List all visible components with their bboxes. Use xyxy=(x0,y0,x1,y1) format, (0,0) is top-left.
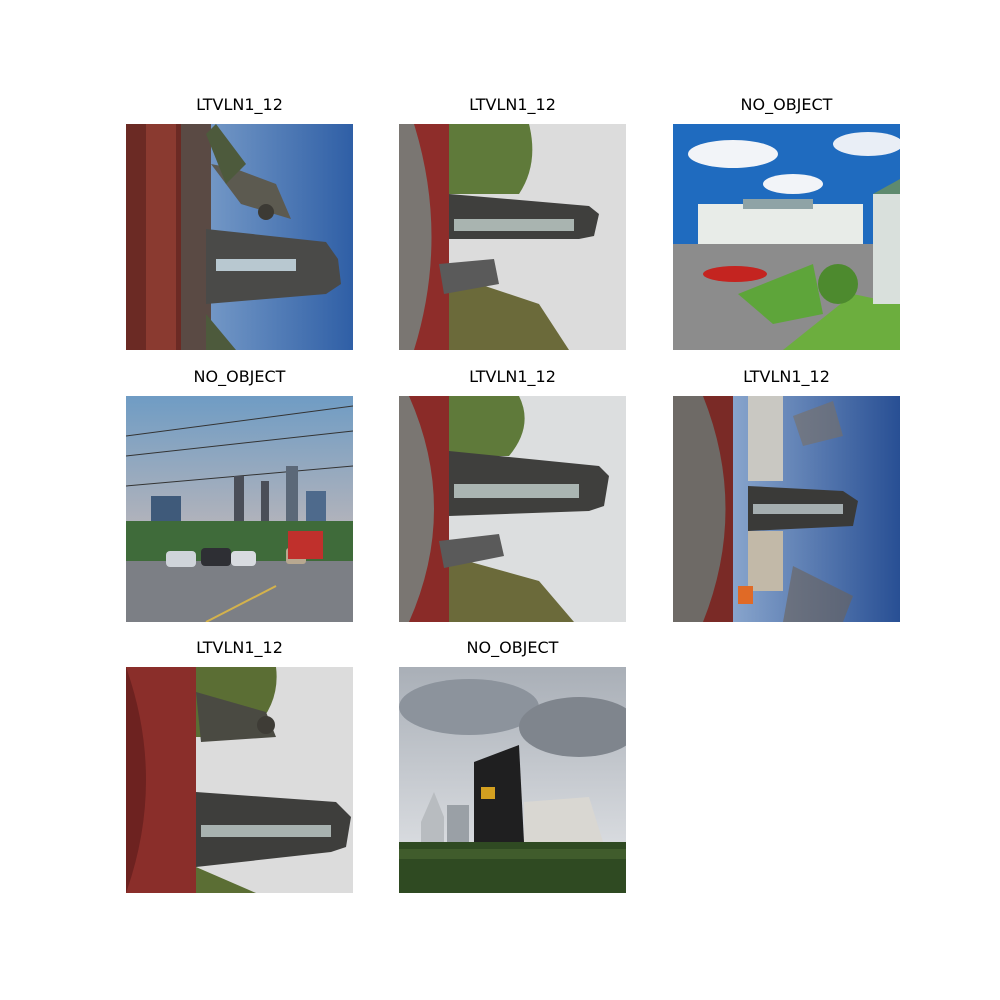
modern-building-photo xyxy=(399,667,626,893)
image-title: LTVLN1_12 xyxy=(469,367,556,386)
image-title: LTVLN1_12 xyxy=(743,367,830,386)
monument-photo xyxy=(673,396,900,622)
photo-thumbnail xyxy=(126,124,353,350)
grid-cell: NO_OBJECT xyxy=(673,92,900,352)
palace-garden-photo xyxy=(673,124,900,350)
grid-cell: NO_OBJECT xyxy=(126,364,353,624)
grid-cell: LTVLN1_12 xyxy=(673,364,900,624)
image-title: LTVLN1_12 xyxy=(469,95,556,114)
grid-cell: LTVLN1_12 xyxy=(399,92,626,352)
grid-cell: LTVLN1_12 xyxy=(399,364,626,624)
photo-thumbnail xyxy=(399,396,626,622)
monument-photo xyxy=(399,124,626,350)
grid-cell: LTVLN1_12 xyxy=(126,635,353,895)
image-title: NO_OBJECT xyxy=(193,367,286,386)
image-title: LTVLN1_12 xyxy=(196,638,283,657)
photo-thumbnail xyxy=(673,396,900,622)
city-street-photo xyxy=(126,396,353,622)
photo-thumbnail xyxy=(399,667,626,893)
monument-photo xyxy=(126,124,353,350)
image-title: LTVLN1_12 xyxy=(196,95,283,114)
photo-thumbnail xyxy=(673,124,900,350)
grid-cell: NO_OBJECT xyxy=(399,635,626,895)
photo-thumbnail xyxy=(126,667,353,893)
photo-thumbnail xyxy=(126,396,353,622)
grid-cell: LTVLN1_12 xyxy=(126,92,353,352)
monument-photo xyxy=(399,396,626,622)
image-title: NO_OBJECT xyxy=(466,638,559,657)
photo-thumbnail xyxy=(399,124,626,350)
image-title: NO_OBJECT xyxy=(740,95,833,114)
monument-photo xyxy=(126,667,353,893)
